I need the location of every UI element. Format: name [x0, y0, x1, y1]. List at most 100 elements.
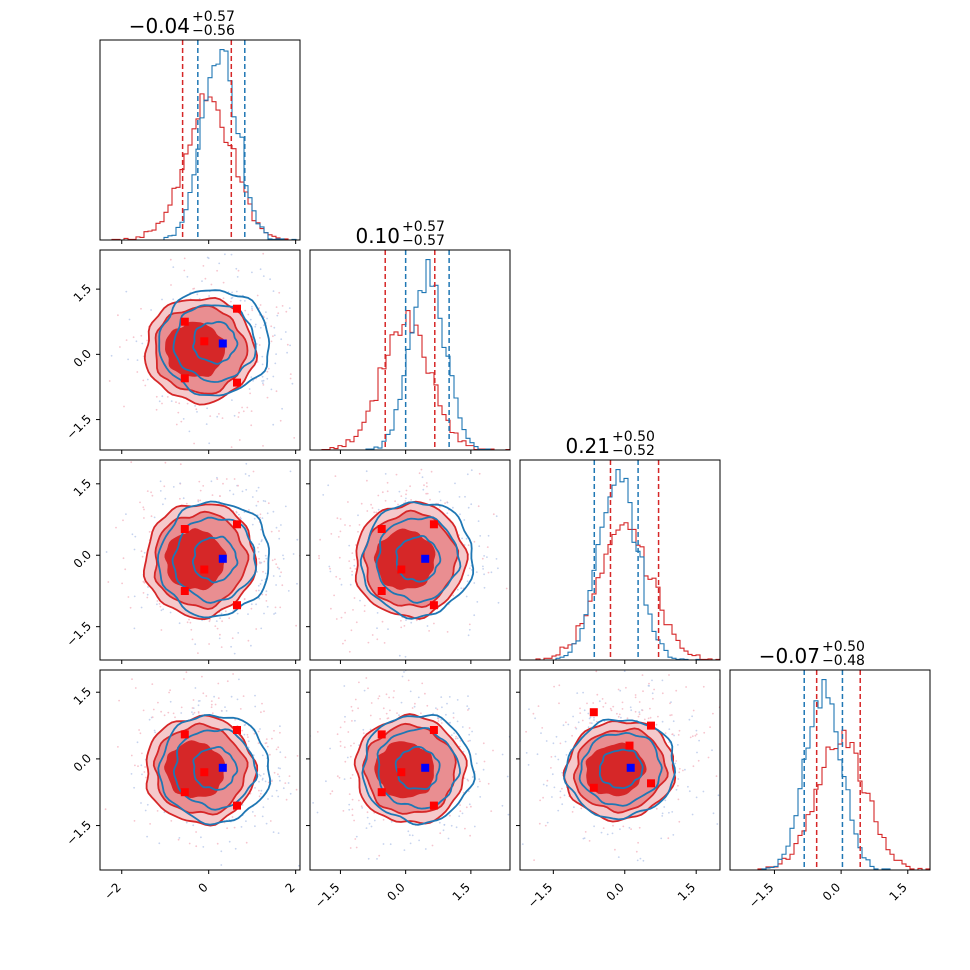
scatter-dot [675, 689, 678, 692]
scatter-dot [510, 565, 512, 567]
marker-red-4 [233, 304, 241, 313]
scatter-dot [200, 836, 202, 839]
scatter-dot [210, 706, 213, 709]
scatter-dot [177, 411, 180, 414]
scatter-dot [348, 808, 351, 811]
scatter-dot [149, 823, 152, 825]
scatter-dot [264, 554, 267, 557]
scatter-dot [354, 719, 356, 722]
scatter-dot [429, 662, 431, 664]
scatter-dot [260, 528, 262, 531]
scatter-dot [353, 558, 356, 561]
scatter-dot [117, 314, 119, 317]
scatter-dot [350, 705, 353, 708]
scatter-dot [185, 502, 188, 505]
scatter-dot [595, 670, 598, 673]
contour-line-blue-inner [598, 748, 644, 789]
scatter-dot [692, 709, 695, 712]
scatter-dot [159, 455, 161, 457]
scatter-dot [363, 689, 366, 692]
scatter-dot [424, 848, 427, 850]
scatter-dot [254, 825, 256, 828]
scatter-dot [237, 416, 240, 418]
scatter-dot [588, 717, 591, 720]
scatter-dot [258, 589, 260, 592]
scatter-dot [426, 485, 428, 488]
scatter-dot [241, 490, 244, 493]
contour-line-blue-inner [192, 745, 239, 791]
scatter-dot [134, 535, 137, 538]
scatter-dot [559, 742, 562, 745]
title-1: −0.04 +0.57−0.56 [129, 9, 235, 39]
scatter-dot [221, 710, 223, 712]
scatter-dot [711, 749, 713, 752]
scatter-dot [219, 495, 221, 497]
x-tick-label-4-3: 1.5 [886, 880, 909, 903]
scatter-dot [262, 500, 265, 502]
marker-red-5 [397, 768, 406, 777]
title-4: −0.07 +0.50−0.48 [759, 639, 865, 669]
scatter-dot [270, 325, 273, 328]
scatter-dot [293, 473, 295, 475]
scatter-dot [371, 634, 374, 636]
scatter-dot [153, 729, 156, 732]
scatter-dot [146, 803, 149, 806]
scatter-dot [119, 346, 121, 348]
scatter-dot [188, 618, 190, 621]
contour-line-blue-inner [394, 745, 441, 791]
scatter-dot [275, 353, 277, 355]
scatter-dot [592, 702, 595, 704]
scatter-dot [142, 506, 145, 509]
scatter-dot [215, 620, 218, 622]
scatter-dot [170, 400, 173, 402]
scatter-dot [231, 816, 234, 818]
title-value-1: −0.04 [129, 14, 190, 38]
scatter-dot [279, 575, 281, 578]
scatter-dot [330, 533, 333, 535]
scatter-dot [350, 629, 353, 632]
scatter-dot [221, 620, 224, 623]
scatter-dot [446, 501, 449, 504]
scatter-dot [353, 597, 356, 599]
scatter-dot [157, 701, 159, 704]
scatter-dot [258, 789, 260, 792]
scatter-dot [322, 494, 325, 496]
scatter-dot [630, 709, 633, 712]
scatter-dot [618, 713, 621, 716]
scatter-dot [677, 778, 680, 780]
marker-red-4 [233, 601, 241, 610]
scatter-dot [241, 406, 244, 409]
scatter-dot [694, 734, 697, 737]
scatter-dot [110, 354, 113, 357]
scatter-dot [189, 621, 192, 624]
scatter-dot [142, 592, 145, 594]
scatter-dot [717, 794, 720, 797]
scatter-dot [255, 628, 258, 630]
scatter-dot [272, 335, 274, 338]
scatter-dot [542, 796, 544, 799]
scatter-dot [691, 735, 694, 738]
scatter-dot [677, 784, 679, 787]
scatter-dot [281, 584, 284, 587]
scatter-dot [393, 690, 395, 692]
scatter-dot [508, 804, 510, 806]
scatter-dot [565, 754, 568, 756]
scatter-dot [582, 837, 585, 840]
scatter-dot [525, 752, 528, 754]
scatter-dot [497, 567, 499, 570]
scatter-dot [282, 787, 285, 790]
scatter-dot [259, 326, 262, 329]
scatter-dot [459, 740, 462, 742]
scatter-dot [339, 740, 342, 743]
scatter-dot [123, 405, 125, 408]
scatter-dot [175, 401, 177, 403]
scatter-dot [470, 569, 473, 571]
scatter-dot [337, 536, 340, 538]
scatter-dot [254, 694, 256, 697]
scatter-dot [490, 810, 493, 812]
scatter-dot [339, 578, 341, 580]
scatter-dot [195, 845, 198, 848]
marker-red-2 [180, 317, 189, 326]
scatter-dot [162, 608, 165, 611]
scatter-dot [239, 516, 242, 519]
